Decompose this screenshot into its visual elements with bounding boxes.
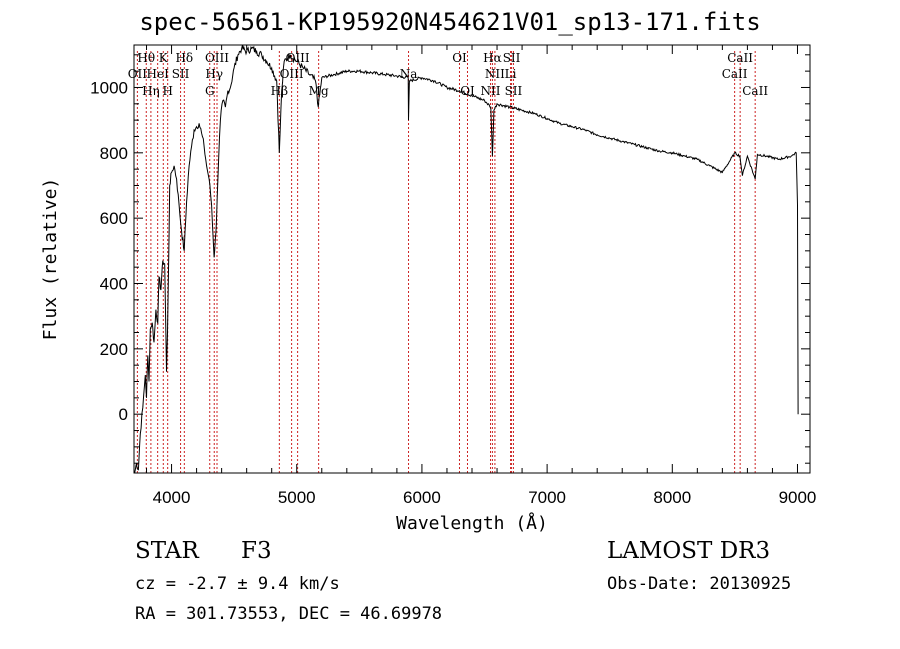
spectrum-line	[134, 45, 799, 474]
line-label: NII	[485, 67, 505, 81]
ra-dec-readout: RA = 301.73553, DEC = 46.69978	[135, 604, 443, 624]
x-tick-label: 9000	[779, 488, 817, 507]
line-label: H	[162, 84, 172, 98]
line-label: Mg	[309, 84, 329, 98]
survey-name: LAMOST DR3	[607, 538, 771, 564]
line-label: CaII	[727, 51, 753, 65]
x-tick-label: 8000	[653, 488, 691, 507]
y-tick-label: 0	[119, 405, 128, 424]
redshift-readout: cz = -2.7 ± 9.4 km/s	[135, 574, 340, 594]
line-label: Li	[505, 67, 517, 81]
y-axis-label: Flux (relative)	[40, 178, 61, 341]
chart-axes: 4000 5000 6000 7000 8000 9000 0 200 400 600 800 100…	[40, 44, 817, 534]
line-label: Hθ	[137, 51, 155, 65]
line-label: Hη	[142, 84, 160, 98]
line-label: SII	[503, 51, 521, 65]
x-tick-label: 7000	[528, 488, 566, 507]
x-tick-label: 5000	[278, 488, 316, 507]
star-subclass: F3	[241, 538, 272, 564]
x-axis-label: Wavelength (Å)	[396, 512, 548, 534]
line-label: K	[159, 51, 169, 65]
line-label: Na	[400, 67, 418, 81]
line-label: Hδ	[175, 51, 193, 65]
y-tick-label: 200	[100, 340, 128, 359]
obs-date: Obs-Date: 20130925	[607, 574, 792, 594]
line-label: OIII	[286, 51, 310, 65]
line-label: SII	[505, 84, 523, 98]
line-label: CaII	[742, 84, 768, 98]
x-tick-label: 4000	[153, 488, 191, 507]
x-tick-label: 6000	[403, 488, 441, 507]
line-label: HeI	[147, 67, 170, 81]
chart-title: spec-56561-KP195920N454621V01_sp13-171.f…	[139, 8, 761, 36]
line-label: OII	[128, 67, 148, 81]
line-label: Hγ	[205, 67, 223, 81]
line-label: CaII	[722, 67, 748, 81]
y-tick-label: 600	[100, 209, 128, 228]
line-label: OI	[460, 84, 475, 98]
star-class: STAR	[135, 538, 199, 564]
line-label: Hα	[483, 51, 502, 65]
line-label: NII	[481, 84, 501, 98]
emission-line-markers	[136, 51, 756, 473]
y-tick-label: 1000	[90, 78, 128, 97]
spectrum-series	[134, 45, 799, 474]
line-label: Hβ	[271, 84, 288, 98]
line-label: OIII	[280, 67, 304, 81]
line-label: G	[205, 84, 215, 98]
plot-frame	[133, 44, 811, 474]
line-label: OI	[452, 51, 467, 65]
line-label: SII	[172, 67, 190, 81]
y-tick-label: 400	[100, 275, 128, 294]
line-label: OIII	[205, 51, 229, 65]
y-tick-label: 800	[100, 144, 128, 163]
